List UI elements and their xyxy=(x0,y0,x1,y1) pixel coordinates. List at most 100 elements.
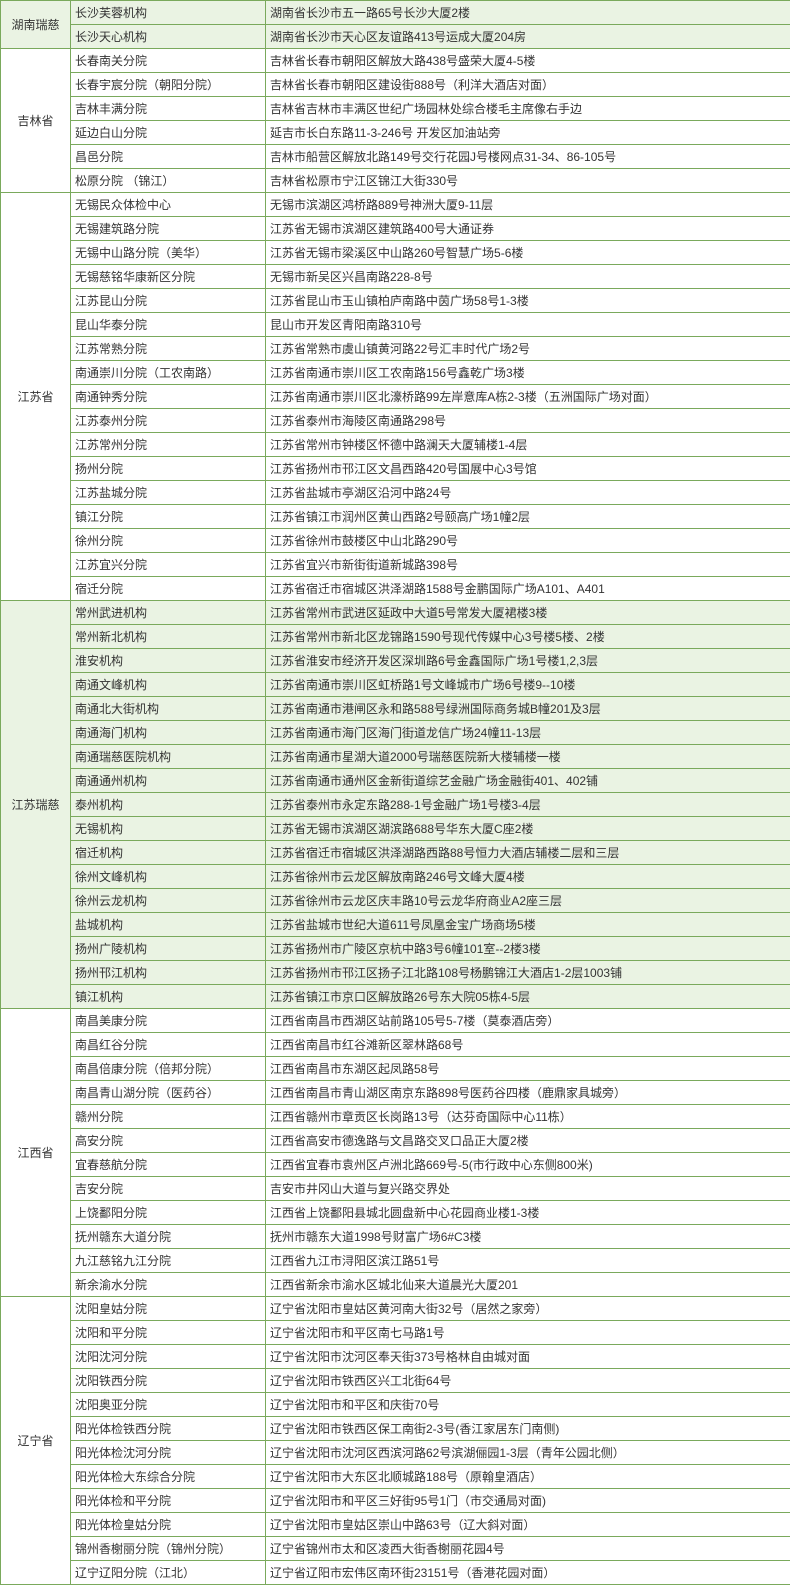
branch-cell: 泰州机构 xyxy=(71,793,266,817)
branch-cell: 南通北大街机构 xyxy=(71,697,266,721)
table-row: 吉林丰满分院吉林省吉林市丰满区世纪广场园林处综合楼毛主席像右手边 xyxy=(1,97,790,121)
branch-cell: 南昌美康分院 xyxy=(71,1009,266,1033)
address-cell: 江苏省南通市星湖大道2000号瑞慈医院新大楼辅楼一楼 xyxy=(266,745,790,769)
address-cell: 江苏省南通市通州区金新街道综艺金融广场金融街401、402铺 xyxy=(266,769,790,793)
table-row: 南通海门机构江苏省南通市海门区海门街道龙信广场24幢11-13层 xyxy=(1,721,790,745)
address-cell: 辽宁省沈阳市铁西区保工南街2-3号(香江家居东门南侧) xyxy=(266,1417,790,1441)
branch-cell: 镇江分院 xyxy=(71,505,266,529)
branch-cell: 江苏宜兴分院 xyxy=(71,553,266,577)
branch-cell: 扬州广陵机构 xyxy=(71,937,266,961)
table-row: 江苏宜兴分院江苏省宜兴市新街街道新城路398号 xyxy=(1,553,790,577)
branch-cell: 阳光体检铁西分院 xyxy=(71,1417,266,1441)
address-cell: 辽宁省沈阳市沈河区奉天街373号格林自由城对面 xyxy=(266,1345,790,1369)
table-row: 沈阳奥亚分院辽宁省沈阳市和平区和庆街70号 xyxy=(1,1393,790,1417)
address-cell: 辽宁省沈阳市皇姑区崇山中路63号（辽大斜对面） xyxy=(266,1513,790,1537)
address-cell: 江苏省镇江市京口区解放路26号东大院05栋4-5层 xyxy=(266,985,790,1009)
branch-cell: 长沙芙蓉机构 xyxy=(71,1,266,25)
table-row: 阳光体检大东综合分院辽宁省沈阳市大东区北顺城路188号（原翰皇酒店） xyxy=(1,1465,790,1489)
table-row: 沈阳沈河分院辽宁省沈阳市沈河区奉天街373号格林自由城对面 xyxy=(1,1345,790,1369)
branch-cell: 上饶鄱阳分院 xyxy=(71,1201,266,1225)
branch-cell: 吉林丰满分院 xyxy=(71,97,266,121)
branch-cell: 长春宇宸分院（朝阳分院） xyxy=(71,73,266,97)
address-cell: 辽宁省锦州市太和区凌西大街香榭丽花园4号 xyxy=(266,1537,790,1561)
table-row: 徐州云龙机构江苏省徐州市云龙区庆丰路10号云龙华府商业A2座三层 xyxy=(1,889,790,913)
table-row: 徐州分院江苏省徐州市鼓楼区中山北路290号 xyxy=(1,529,790,553)
table-row: 扬州广陵机构江苏省扬州市广陵区京杭中路3号6幢101室--2楼3楼 xyxy=(1,937,790,961)
branch-cell: 长春南关分院 xyxy=(71,49,266,73)
address-cell: 江苏省扬州市广陵区京杭中路3号6幢101室--2楼3楼 xyxy=(266,937,790,961)
table-row: 泰州机构江苏省泰州市永定东路288-1号金融广场1号楼3-4层 xyxy=(1,793,790,817)
address-cell: 江苏省常州市钟楼区怀德中路澜天大厦辅楼1-4层 xyxy=(266,433,790,457)
branch-cell: 宿迁机构 xyxy=(71,841,266,865)
table-row: 无锡中山路分院（美华）江苏省无锡市梁溪区中山路260号智慧广场5-6楼 xyxy=(1,241,790,265)
branch-cell: 昌邑分院 xyxy=(71,145,266,169)
address-cell: 江西省九江市浔阳区滨江路51号 xyxy=(266,1249,790,1273)
address-cell: 江西省新余市渝水区城北仙来大道晨光大厦201 xyxy=(266,1273,790,1297)
branch-cell: 赣州分院 xyxy=(71,1105,266,1129)
address-cell: 辽宁省沈阳市和平区和庆街70号 xyxy=(266,1393,790,1417)
address-cell: 江西省上饶鄱阳县城北圆盘新中心花园商业楼1-3楼 xyxy=(266,1201,790,1225)
province-cell: 吉林省 xyxy=(1,49,71,193)
address-cell: 延吉市长白东路11-3-246号 开发区加油站旁 xyxy=(266,121,790,145)
address-cell: 辽宁省沈阳市大东区北顺城路188号（原翰皇酒店） xyxy=(266,1465,790,1489)
branch-cell: 江苏盐城分院 xyxy=(71,481,266,505)
address-cell: 湖南省长沙市五一路65号长沙大厦2楼 xyxy=(266,1,790,25)
branch-cell: 长沙天心机构 xyxy=(71,25,266,49)
table-row: 南通瑞慈医院机构江苏省南通市星湖大道2000号瑞慈医院新大楼辅楼一楼 xyxy=(1,745,790,769)
branch-cell: 徐州云龙机构 xyxy=(71,889,266,913)
table-row: 辽宁辽阳分院（江北）辽宁省辽阳市宏伟区南环街23151号（香港花园对面） xyxy=(1,1561,790,1585)
branch-cell: 江苏常州分院 xyxy=(71,433,266,457)
table-row: 阳光体检铁西分院辽宁省沈阳市铁西区保工南街2-3号(香江家居东门南侧) xyxy=(1,1417,790,1441)
branch-cell: 常州新北机构 xyxy=(71,625,266,649)
branch-cell: 抚州赣东大道分院 xyxy=(71,1225,266,1249)
branch-table: 湖南瑞慈长沙芙蓉机构湖南省长沙市五一路65号长沙大厦2楼长沙天心机构湖南省长沙市… xyxy=(0,0,790,1585)
address-cell: 江苏省扬州市邗江区文昌西路420号国展中心3号馆 xyxy=(266,457,790,481)
address-cell: 无锡市新吴区兴昌南路228-8号 xyxy=(266,265,790,289)
branch-cell: 延边白山分院 xyxy=(71,121,266,145)
table-row: 无锡机构江苏省无锡市滨湖区湖滨路688号华东大厦C座2楼 xyxy=(1,817,790,841)
branch-cell: 南通瑞慈医院机构 xyxy=(71,745,266,769)
address-cell: 吉林市船营区解放北路149号交行花园J号楼网点31-34、86-105号 xyxy=(266,145,790,169)
table-row: 松原分院 （锦江）吉林省松原市宁江区锦江大街330号 xyxy=(1,169,790,193)
table-row: 阳光体检皇姑分院辽宁省沈阳市皇姑区崇山中路63号（辽大斜对面） xyxy=(1,1513,790,1537)
table-row: 长沙天心机构湖南省长沙市天心区友谊路413号运成大厦204房 xyxy=(1,25,790,49)
address-cell: 江苏省徐州市云龙区解放南路246号文峰大厦4楼 xyxy=(266,865,790,889)
table-row: 沈阳和平分院辽宁省沈阳市和平区南七马路1号 xyxy=(1,1321,790,1345)
address-cell: 江苏省镇江市润州区黄山西路2号颐高广场1幢2层 xyxy=(266,505,790,529)
table-row: 镇江机构江苏省镇江市京口区解放路26号东大院05栋4-5层 xyxy=(1,985,790,1009)
branch-cell: 扬州邗江机构 xyxy=(71,961,266,985)
table-row: 湖南瑞慈长沙芙蓉机构湖南省长沙市五一路65号长沙大厦2楼 xyxy=(1,1,790,25)
address-cell: 无锡市滨湖区鸿桥路889号神洲大厦9-11层 xyxy=(266,193,790,217)
address-cell: 江苏省常州市武进区延政中大道5号常发大厦裙楼3楼 xyxy=(266,601,790,625)
table-row: 辽宁省沈阳皇姑分院辽宁省沈阳市皇姑区黄河南大街32号（居然之家旁） xyxy=(1,1297,790,1321)
branch-cell: 宜春慈航分院 xyxy=(71,1153,266,1177)
table-row: 上饶鄱阳分院江西省上饶鄱阳县城北圆盘新中心花园商业楼1-3楼 xyxy=(1,1201,790,1225)
branch-cell: 徐州文峰机构 xyxy=(71,865,266,889)
table-row: 南通北大街机构江苏省南通市港闸区永和路588号绿洲国际商务城B幢201及3层 xyxy=(1,697,790,721)
address-cell: 江苏省泰州市永定东路288-1号金融广场1号楼3-4层 xyxy=(266,793,790,817)
branch-cell: 无锡建筑路分院 xyxy=(71,217,266,241)
branch-cell: 沈阳和平分院 xyxy=(71,1321,266,1345)
branch-cell: 镇江机构 xyxy=(71,985,266,1009)
address-cell: 江苏省南通市港闸区永和路588号绿洲国际商务城B幢201及3层 xyxy=(266,697,790,721)
table-row: 南通崇川分院（工农南路）江苏省南通市崇川区工农南路156号鑫乾广场3楼 xyxy=(1,361,790,385)
table-row: 江苏常州分院江苏省常州市钟楼区怀德中路澜天大厦辅楼1-4层 xyxy=(1,433,790,457)
table-row: 新余渝水分院江西省新余市渝水区城北仙来大道晨光大厦201 xyxy=(1,1273,790,1297)
branch-cell: 阳光体检沈河分院 xyxy=(71,1441,266,1465)
address-cell: 江西省宜春市袁州区卢洲北路669号-5(市行政中心东侧800米) xyxy=(266,1153,790,1177)
branch-cell: 江苏泰州分院 xyxy=(71,409,266,433)
branch-cell: 常州武进机构 xyxy=(71,601,266,625)
branch-cell: 昆山华泰分院 xyxy=(71,313,266,337)
address-cell: 江苏省宿迁市宿城区洪泽湖路西路88号恒力大酒店辅楼二层和三层 xyxy=(266,841,790,865)
table-row: 抚州赣东大道分院抚州市赣东大道1998号财富广场6#C3楼 xyxy=(1,1225,790,1249)
address-cell: 江苏省宜兴市新街街道新城路398号 xyxy=(266,553,790,577)
table-row: 赣州分院江西省赣州市章贡区长岗路13号（达芬奇国际中心11栋） xyxy=(1,1105,790,1129)
table-row: 南通文峰机构江苏省南通市崇川区虹桥路1号文峰城市广场6号楼9--10楼 xyxy=(1,673,790,697)
branch-cell: 南通文峰机构 xyxy=(71,673,266,697)
branch-cell: 南通海门机构 xyxy=(71,721,266,745)
address-cell: 辽宁省沈阳市沈河区西滨河路62号滨湖俪园1-3层（青年公园北侧） xyxy=(266,1441,790,1465)
address-cell: 辽宁省辽阳市宏伟区南环街23151号（香港花园对面） xyxy=(266,1561,790,1585)
branch-cell: 阳光体检大东综合分院 xyxy=(71,1465,266,1489)
address-cell: 江西省南昌市西湖区站前路105号5-7楼（莫泰酒店旁） xyxy=(266,1009,790,1033)
table-row: 宜春慈航分院江西省宜春市袁州区卢洲北路669号-5(市行政中心东侧800米) xyxy=(1,1153,790,1177)
